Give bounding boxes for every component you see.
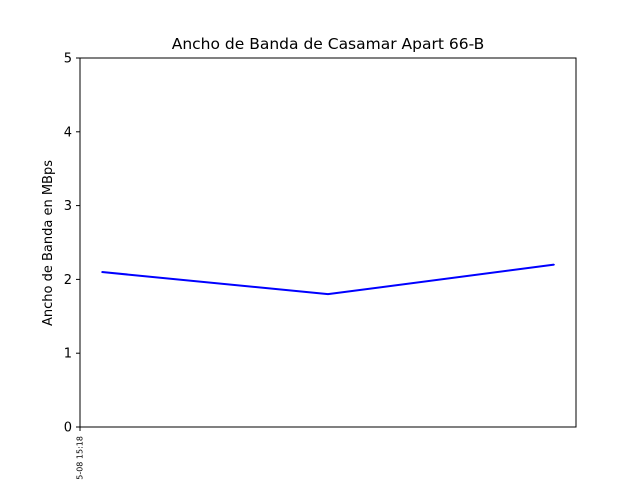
y-tick-label: 3 <box>64 199 72 214</box>
plot-frame <box>79 57 577 428</box>
data-point <box>553 263 555 266</box>
y-axis-ticks: 0 1 2 3 4 5 <box>64 52 80 436</box>
x-axis-ticks: 5-08 15:18 <box>76 427 85 480</box>
series-line <box>101 263 555 296</box>
chart-title: Ancho de Banda de Casamar Apart 66-B <box>172 35 485 53</box>
data-point <box>101 271 103 273</box>
y-axis-label: Ancho de Banda en MBps <box>41 160 56 326</box>
x-tick-label: 5-08 15:18 <box>76 436 85 480</box>
data-point <box>327 293 329 295</box>
y-tick-label: 5 <box>64 52 72 67</box>
y-tick-label: 0 <box>64 421 72 436</box>
y-tick-label: 1 <box>64 347 72 362</box>
series-layer <box>101 263 555 296</box>
y-tick-label: 4 <box>64 125 72 140</box>
y-tick-label: 2 <box>64 273 72 288</box>
